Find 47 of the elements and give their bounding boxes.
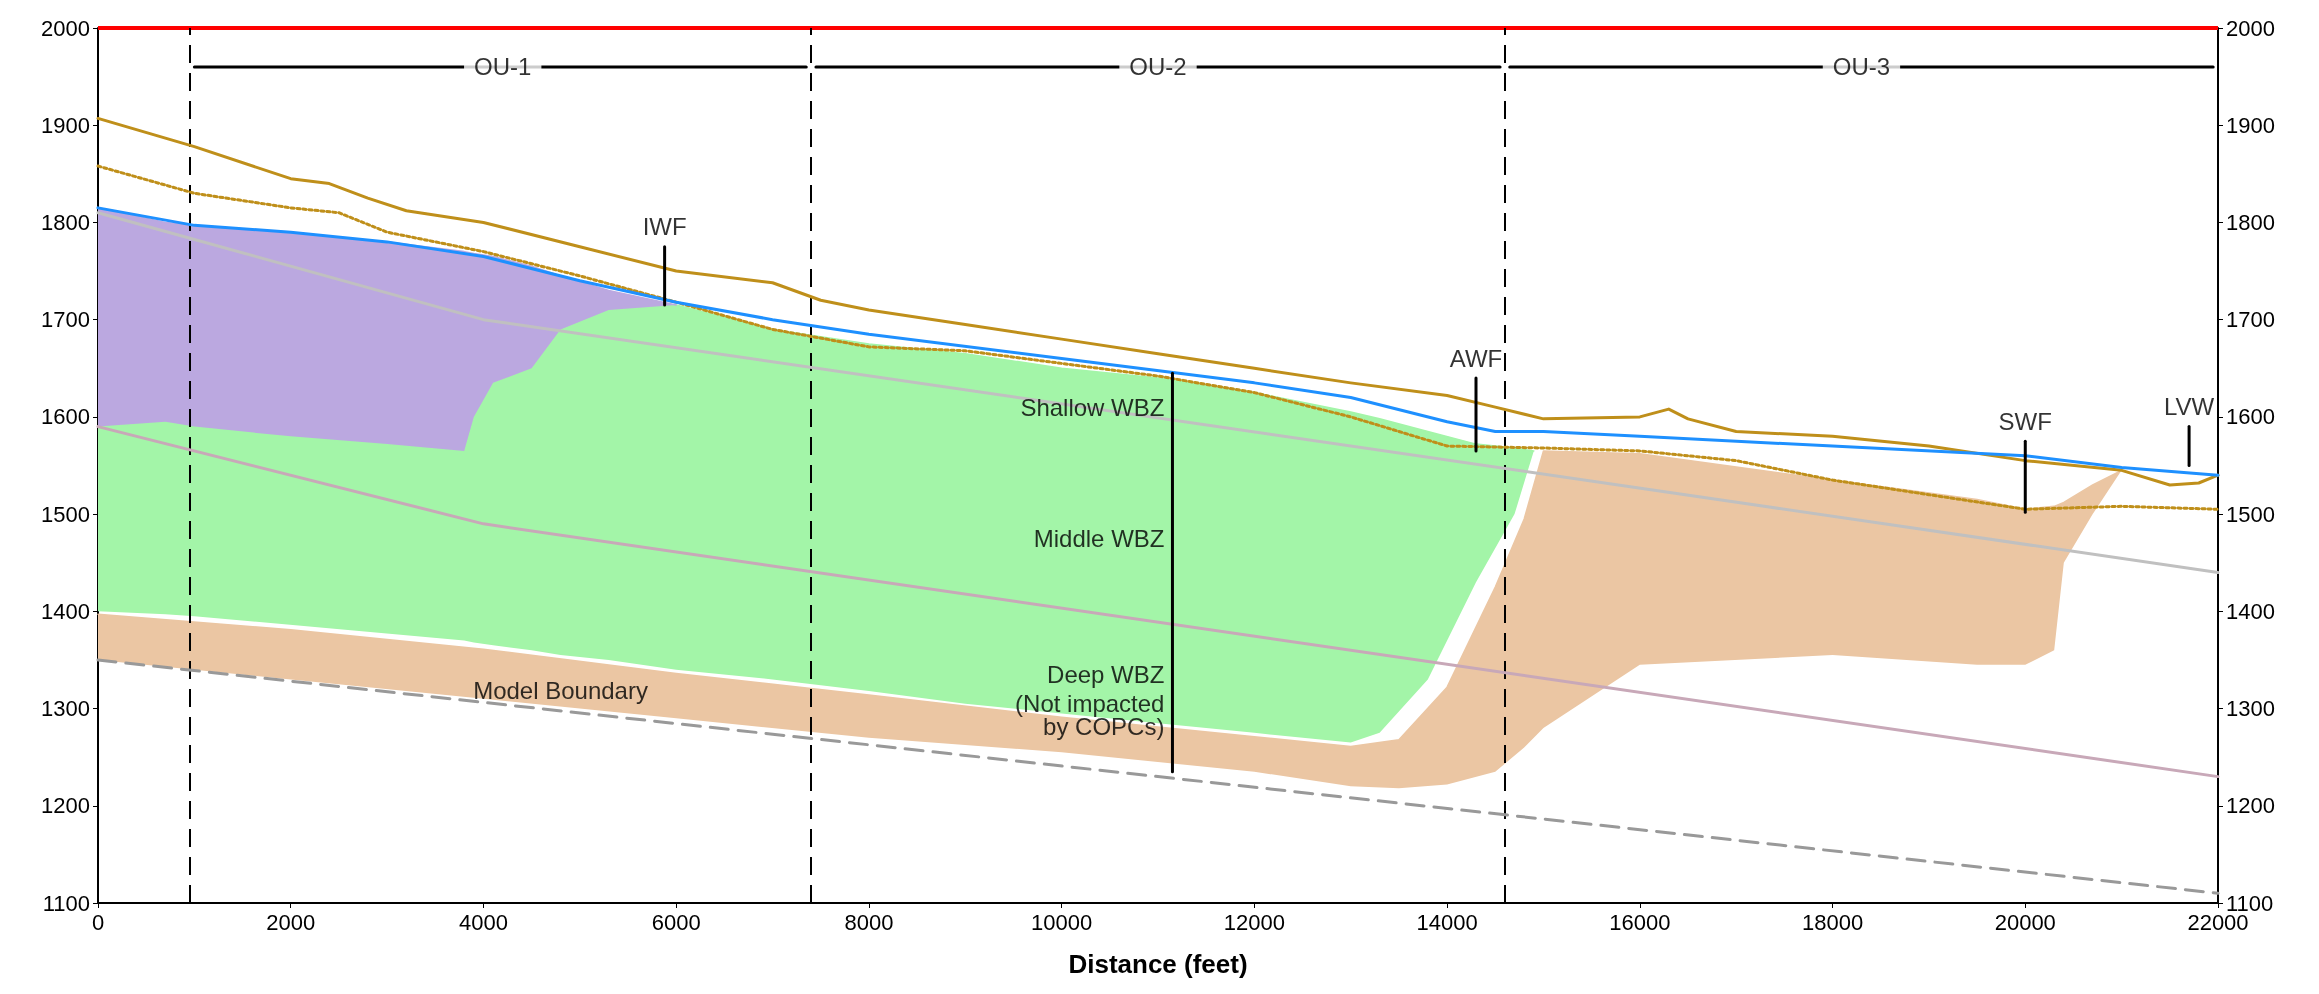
y2-tick-label: 1500: [2226, 501, 2275, 527]
x-axis-title: Distance (feet): [1068, 949, 1248, 979]
y-tick-label: 2000: [41, 15, 90, 41]
line-series: [96, 164, 2220, 511]
y-tick-label: 1500: [41, 501, 90, 527]
y2-tick-label: 1100: [2226, 890, 2274, 916]
x-tick-label: 0: [91, 909, 105, 935]
x-tick-label: 8000: [844, 909, 894, 935]
annotation: OU-3: [1832, 53, 1891, 81]
y-tick-label: 1800: [41, 209, 90, 235]
y-tick-label: 1200: [41, 793, 90, 819]
annotation: Deep WBZ: [1047, 661, 1165, 689]
x-tick-label: 6000: [651, 909, 701, 935]
y-tick-label: 1700: [41, 307, 90, 333]
annotation: AWF: [1449, 344, 1503, 372]
line-series: [96, 206, 2220, 477]
x-tick-label: 4000: [458, 909, 508, 935]
y2-tick-label: 1600: [2226, 404, 2275, 430]
annotation: OU-1: [474, 53, 532, 81]
y2-tick-label: 1900: [2226, 112, 2275, 138]
annotation: OU-2: [1129, 53, 1187, 81]
y-tick-label: 1300: [41, 696, 90, 722]
line-series: [96, 116, 2220, 487]
x-tick-label: 16000: [1609, 909, 1671, 935]
annotation: Model Boundary: [473, 677, 648, 704]
annotation: LVW: [2163, 393, 2215, 421]
x-tick-label: 14000: [1416, 909, 1478, 935]
y2-tick-label: 1400: [2226, 598, 2275, 624]
y2-tick-label: 1300: [2226, 696, 2275, 722]
x-tick-label: 10000: [1031, 909, 1093, 935]
y-tick-label: 1100: [42, 890, 90, 916]
x-tick-label: 12000: [1223, 909, 1285, 935]
y-tick-label: 1400: [41, 598, 90, 624]
x-tick-label: 20000: [1994, 909, 2056, 935]
y2-tick-label: 2000: [2226, 15, 2275, 41]
y2-tick-label: 1700: [2226, 307, 2275, 333]
annotation: Shallow WBZ: [1020, 393, 1165, 421]
y-tick-label: 1900: [41, 112, 90, 138]
y-tick-label: 1600: [41, 404, 90, 430]
annotation: (Not impacted: [1015, 690, 1165, 718]
y2-tick-label: 1200: [2226, 793, 2275, 819]
annotation: Middle WBZ: [1033, 524, 1165, 552]
x-tick-label: 18000: [1801, 909, 1864, 935]
x-tick-label: 2000: [266, 909, 316, 935]
y2-tick-label: 1800: [2226, 209, 2275, 235]
annotation: IWF: [642, 213, 687, 241]
annotation: SWF: [1998, 407, 2052, 435]
